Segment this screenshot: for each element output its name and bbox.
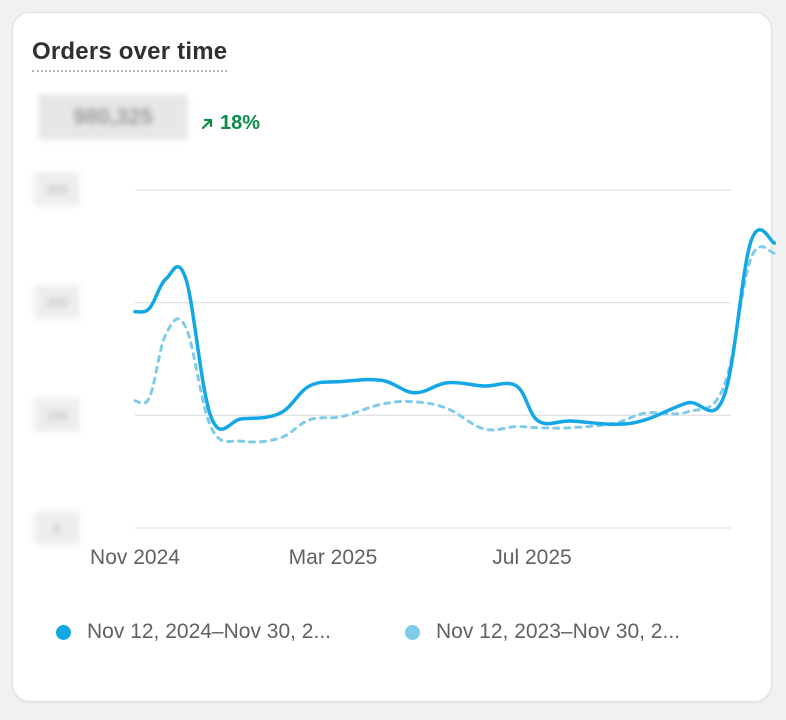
y-tick-label: 100 xyxy=(34,398,80,432)
x-tick-label: Jul 2025 xyxy=(492,546,572,569)
change-percentage: 18% xyxy=(220,112,261,134)
legend-item-current[interactable]: Nov 12, 2024–Nov 30, 2... xyxy=(56,620,331,644)
legend-dot-icon xyxy=(405,624,420,640)
y-tick-label: 0 xyxy=(34,511,80,545)
x-tick-label: Nov 2024 xyxy=(90,546,180,569)
card-title[interactable]: Orders over time xyxy=(32,38,228,72)
legend-label: Nov 12, 2023–Nov 30, 2... xyxy=(436,620,680,643)
y-tick-label: 300 xyxy=(34,172,80,206)
arrow-up-right-icon xyxy=(201,118,213,129)
change-indicator: 18% xyxy=(200,112,260,135)
chart-grid xyxy=(135,189,731,529)
y-tick-label: 200 xyxy=(34,285,80,319)
legend-label: Nov 12, 2024–Nov 30, 2... xyxy=(87,620,331,643)
legend-dot-icon xyxy=(56,624,71,640)
total-orders-value: 980,325 xyxy=(38,94,188,140)
series-line-current xyxy=(133,227,777,431)
series-line-previous xyxy=(133,245,776,444)
x-tick-label: Mar 2025 xyxy=(288,546,378,569)
legend-item-previous[interactable]: Nov 12, 2023–Nov 30, 2... xyxy=(405,620,680,644)
